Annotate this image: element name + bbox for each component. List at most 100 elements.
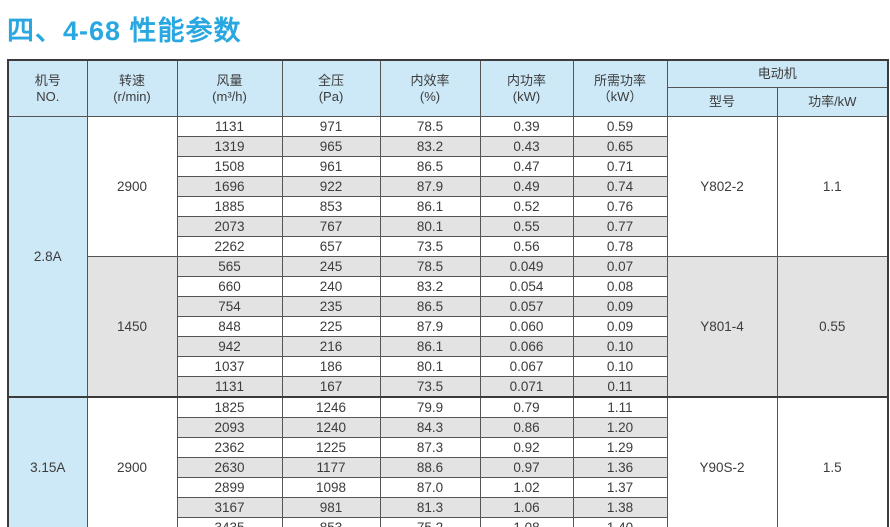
cell-internal-power: 0.39	[479, 116, 574, 137]
cell-efficiency: 73.5	[379, 236, 481, 257]
cell-efficiency: 83.2	[379, 276, 481, 297]
cell-internal-power: 0.55	[479, 216, 574, 237]
header-air-volume-line2: (m³/h)	[212, 88, 247, 104]
cell-required-power: 0.59	[572, 116, 668, 137]
table-row: 754 235 86.5 0.057 0.09	[8, 296, 888, 317]
table-row: 2899 1098 87.0 1.02 1.37	[8, 477, 888, 498]
cell-machine-no: 3.15A	[7, 396, 88, 527]
table-body: 2.8A 2900 1131 971 78.5 0.39 0.59 Y802-2…	[7, 116, 889, 527]
cell-internal-power: 0.43	[479, 136, 574, 157]
cell-internal-power: 1.08	[479, 517, 574, 527]
header-internal-power: 内功率 (kW)	[479, 59, 574, 117]
cell-total-pressure: 965	[281, 136, 381, 157]
cell-efficiency: 86.5	[379, 156, 481, 177]
cell-motor-power: 1.1	[776, 116, 889, 257]
cell-required-power: 1.20	[572, 417, 668, 438]
cell-efficiency: 83.2	[379, 136, 481, 157]
table-row: 1319 965 83.2 0.43 0.65	[8, 136, 888, 157]
table-row: 3435 853 75.2 1.08 1.40	[8, 517, 888, 527]
cell-efficiency: 87.0	[379, 477, 481, 498]
cell-motor-power: 0.55	[776, 256, 889, 398]
cell-internal-power: 0.47	[479, 156, 574, 177]
cell-efficiency: 81.3	[379, 497, 481, 518]
cell-air-volume: 1885	[176, 196, 283, 217]
cell-air-volume: 2362	[176, 437, 283, 458]
cell-air-volume: 1319	[176, 136, 283, 157]
cell-total-pressure: 961	[281, 156, 381, 177]
cell-total-pressure: 971	[281, 116, 381, 137]
cell-total-pressure: 1225	[281, 437, 381, 458]
cell-required-power: 0.07	[572, 256, 668, 277]
cell-air-volume: 1037	[176, 356, 283, 377]
cell-efficiency: 86.5	[379, 296, 481, 317]
cell-efficiency: 87.3	[379, 437, 481, 458]
table-row: 2073 767 80.1 0.55 0.77	[8, 216, 888, 237]
cell-speed: 2900	[86, 116, 178, 257]
table-row: 1696 922 87.9 0.49 0.74	[8, 176, 888, 197]
header-internal-power-line1: 内功率	[506, 72, 546, 88]
cell-total-pressure: 186	[281, 356, 381, 377]
cell-required-power: 0.78	[572, 236, 668, 257]
cell-required-power: 0.09	[572, 296, 668, 317]
cell-total-pressure: 853	[281, 196, 381, 217]
header-motor-model: 型号	[666, 87, 778, 117]
cell-required-power: 0.10	[572, 336, 668, 357]
cell-efficiency: 84.3	[379, 417, 481, 438]
table-header: 机号 NO. 转速 (r/min) 风量 (m³/h) 全压 (Pa) 内效率	[7, 59, 889, 117]
cell-efficiency: 78.5	[379, 116, 481, 137]
cell-air-volume: 2630	[176, 457, 283, 478]
header-required-power-line1: 所需功率	[593, 72, 646, 88]
cell-required-power: 1.11	[572, 396, 668, 418]
table-row: 1508 961 86.5 0.47 0.71	[8, 156, 888, 177]
cell-internal-power: 0.060	[479, 316, 574, 337]
cell-motor-model: Y90S-2	[666, 396, 778, 527]
cell-air-volume: 2262	[176, 236, 283, 257]
cell-required-power: 0.77	[572, 216, 668, 237]
cell-internal-power: 0.49	[479, 176, 574, 197]
cell-efficiency: 79.9	[379, 396, 481, 418]
header-required-power: 所需功率 （kW）	[572, 59, 668, 117]
cell-internal-power: 0.067	[479, 356, 574, 377]
table-row: 2.8A 2900 1131 971 78.5 0.39 0.59 Y802-2…	[7, 116, 889, 398]
header-machine-no-line2: NO.	[36, 88, 60, 104]
cell-total-pressure: 225	[281, 316, 381, 337]
cell-total-pressure: 922	[281, 176, 381, 197]
cell-internal-power: 0.049	[479, 256, 574, 277]
cell-required-power: 1.36	[572, 457, 668, 478]
table-row: 1037 186 80.1 0.067 0.10	[8, 356, 888, 377]
cell-required-power: 0.11	[572, 376, 668, 398]
cell-required-power: 1.37	[572, 477, 668, 498]
header-machine-no-line1: 机号	[34, 72, 61, 88]
cell-efficiency: 73.5	[379, 376, 481, 398]
cell-efficiency: 86.1	[379, 336, 481, 357]
cell-required-power: 0.09	[572, 316, 668, 337]
cell-air-volume: 3167	[176, 497, 283, 518]
cell-air-volume: 2899	[176, 477, 283, 498]
header-efficiency: 内效率 (%)	[379, 59, 481, 117]
table-row: 1450 565 245 78.5 0.049 0.07 Y801-4 0.55	[8, 256, 889, 398]
header-speed-line2: (r/min)	[113, 88, 151, 104]
cell-internal-power: 1.06	[479, 497, 574, 518]
header-speed: 转速 (r/min)	[86, 59, 178, 117]
table-row: 1131 167 73.5 0.071 0.11	[8, 376, 888, 398]
header-efficiency-line1: 内效率	[410, 72, 450, 88]
cell-required-power: 1.38	[572, 497, 668, 518]
cell-required-power: 0.65	[572, 136, 668, 157]
header-row-1: 机号 NO. 转速 (r/min) 风量 (m³/h) 全压 (Pa) 内效率	[7, 59, 889, 117]
cell-total-pressure: 245	[281, 256, 381, 277]
cell-air-volume: 2073	[176, 216, 283, 237]
table-row: 2093 1240 84.3 0.86 1.20	[8, 417, 888, 438]
cell-efficiency: 87.9	[379, 176, 481, 197]
cell-internal-power: 0.56	[479, 236, 574, 257]
cell-air-volume: 565	[176, 256, 283, 277]
cell-total-pressure: 167	[281, 376, 381, 398]
cell-internal-power: 0.066	[479, 336, 574, 357]
cell-efficiency: 88.6	[379, 457, 481, 478]
cell-required-power: 1.40	[572, 517, 668, 527]
cell-efficiency: 80.1	[379, 216, 481, 237]
cell-required-power: 0.76	[572, 196, 668, 217]
header-required-power-line2: （kW）	[597, 88, 643, 104]
cell-motor-power: 1.5	[776, 396, 889, 527]
table-row: 2262 657 73.5 0.56 0.78	[8, 236, 888, 257]
